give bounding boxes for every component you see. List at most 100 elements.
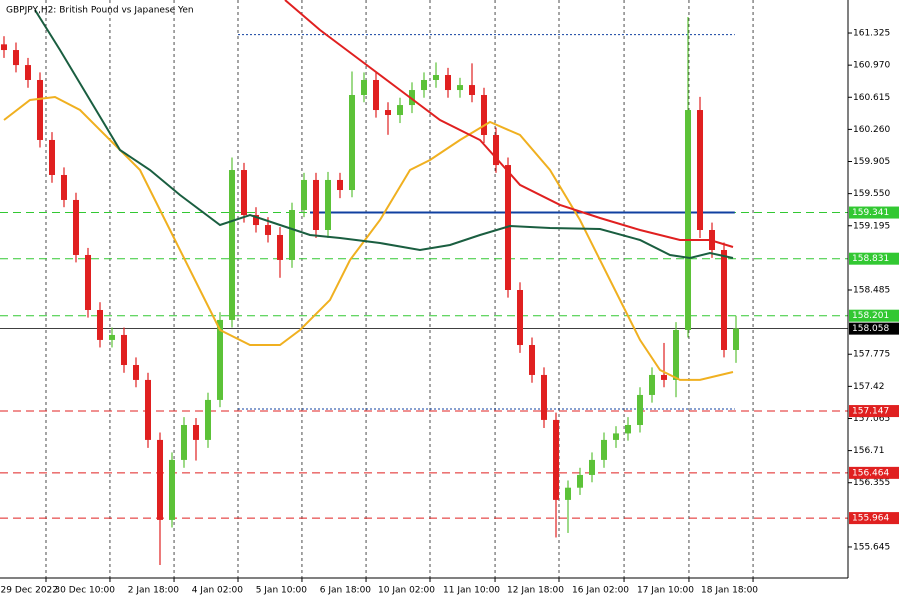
candle-body <box>288 210 295 260</box>
moving-average <box>34 9 734 260</box>
candle-body <box>240 170 247 215</box>
y-tick-label: 159.905 <box>853 157 890 167</box>
level-label: 157.147 <box>852 407 889 417</box>
candle-body <box>601 439 608 460</box>
level-label: 158.201 <box>852 311 889 321</box>
candle-body <box>541 374 548 420</box>
x-tick-label: 17 Jan 10:00 <box>637 586 694 596</box>
y-tick-label: 157.42 <box>853 382 885 392</box>
level-label-box <box>849 322 899 335</box>
candle-body <box>553 419 560 500</box>
candle-body <box>529 345 536 375</box>
x-tick-label: 10 Jan 02:00 <box>378 586 435 596</box>
y-tick-label: 160.260 <box>853 125 890 135</box>
level-label-box <box>849 309 899 322</box>
y-tick-label: 155.645 <box>853 542 890 552</box>
candle-body <box>36 79 43 140</box>
y-tick-label: 160.615 <box>853 93 890 103</box>
level-label-box <box>849 252 899 265</box>
candle-body <box>72 199 79 255</box>
level-label-box <box>849 512 899 525</box>
y-tick-label: 159.195 <box>853 221 890 231</box>
candle-body <box>384 110 391 116</box>
candle-body <box>577 474 584 488</box>
candle-body <box>216 319 223 400</box>
candle-body <box>589 459 596 475</box>
x-tick-label: 18 Jan 18:00 <box>701 586 758 596</box>
candle-body <box>661 374 668 380</box>
candle-body <box>697 110 704 231</box>
candle-body <box>144 379 151 440</box>
candle-body <box>24 65 31 80</box>
y-tick-label: 156.355 <box>853 478 890 488</box>
x-tick-label: 16 Jan 02:00 <box>572 586 629 596</box>
x-tick-label: 30 Dec 10:00 <box>54 586 115 596</box>
candle-body <box>324 179 331 231</box>
candle-body <box>108 334 115 340</box>
candle-body <box>372 79 379 111</box>
x-tick-label: 6 Jan 18:00 <box>320 586 372 596</box>
x-tick-label: 12 Jan 18:00 <box>507 586 564 596</box>
candle-body <box>649 374 656 395</box>
candle-body <box>156 439 163 520</box>
moving-average <box>3 95 734 381</box>
candle-body <box>637 394 644 425</box>
candle-body <box>12 50 19 66</box>
x-tick-label: 29 Dec 2022 <box>1 586 59 596</box>
candle-body <box>276 234 283 260</box>
candle-body <box>469 85 476 96</box>
y-tick-label: 156.71 <box>853 446 885 456</box>
level-label: 158.058 <box>852 324 889 334</box>
candle-body <box>433 75 440 80</box>
candle-body <box>300 179 307 211</box>
x-tick-label: 5 Jan 10:00 <box>256 586 308 596</box>
moving-average <box>284 0 734 248</box>
x-tick-label: 11 Jan 10:00 <box>443 586 500 596</box>
candle-body <box>132 365 139 380</box>
candle-body <box>733 328 740 350</box>
level-label-box <box>849 405 899 418</box>
y-tick-label: 158.485 <box>853 285 890 295</box>
candle-body <box>192 424 199 440</box>
candle-body <box>721 250 728 350</box>
candle-body <box>348 95 355 191</box>
candle-body <box>360 79 367 96</box>
candle-body <box>421 79 427 91</box>
level-label: 155.964 <box>852 514 889 524</box>
candle-body <box>264 225 271 235</box>
candle-body <box>252 214 259 226</box>
candle-body <box>60 174 67 200</box>
candle-body <box>96 309 103 340</box>
candle-body <box>180 424 187 460</box>
candle-body <box>613 433 620 440</box>
candle-body <box>408 90 415 106</box>
y-tick-label: 157.775 <box>853 350 890 360</box>
x-tick-label: 4 Jan 02:00 <box>192 586 244 596</box>
candle-body <box>625 424 632 434</box>
candle-body <box>228 170 235 320</box>
level-label: 158.831 <box>852 254 889 264</box>
x-tick-label: 2 Jan 18:00 <box>128 586 180 596</box>
y-tick-label: 157.065 <box>853 414 890 424</box>
candle-body <box>481 95 488 135</box>
candle-body <box>204 399 211 440</box>
candle-body <box>517 289 524 346</box>
candle-body <box>0 44 7 51</box>
level-label: 156.464 <box>852 468 889 478</box>
y-tick-label: 159.550 <box>853 189 890 199</box>
y-tick-label: 160.970 <box>853 61 890 71</box>
chart-title: GBPJPY,H2: British Pound vs Japanese Yen <box>6 6 194 16</box>
level-label: 159.341 <box>852 208 889 218</box>
level-label-box <box>849 466 899 479</box>
candle-body <box>84 254 91 310</box>
candle-body <box>120 334 127 366</box>
candle-body <box>565 487 572 500</box>
candle-body <box>445 75 452 91</box>
candle-body <box>673 329 680 380</box>
candle-body <box>168 459 175 520</box>
candle-body <box>48 139 55 175</box>
candle-body <box>685 110 692 330</box>
y-tick-label: 161.325 <box>853 29 890 39</box>
